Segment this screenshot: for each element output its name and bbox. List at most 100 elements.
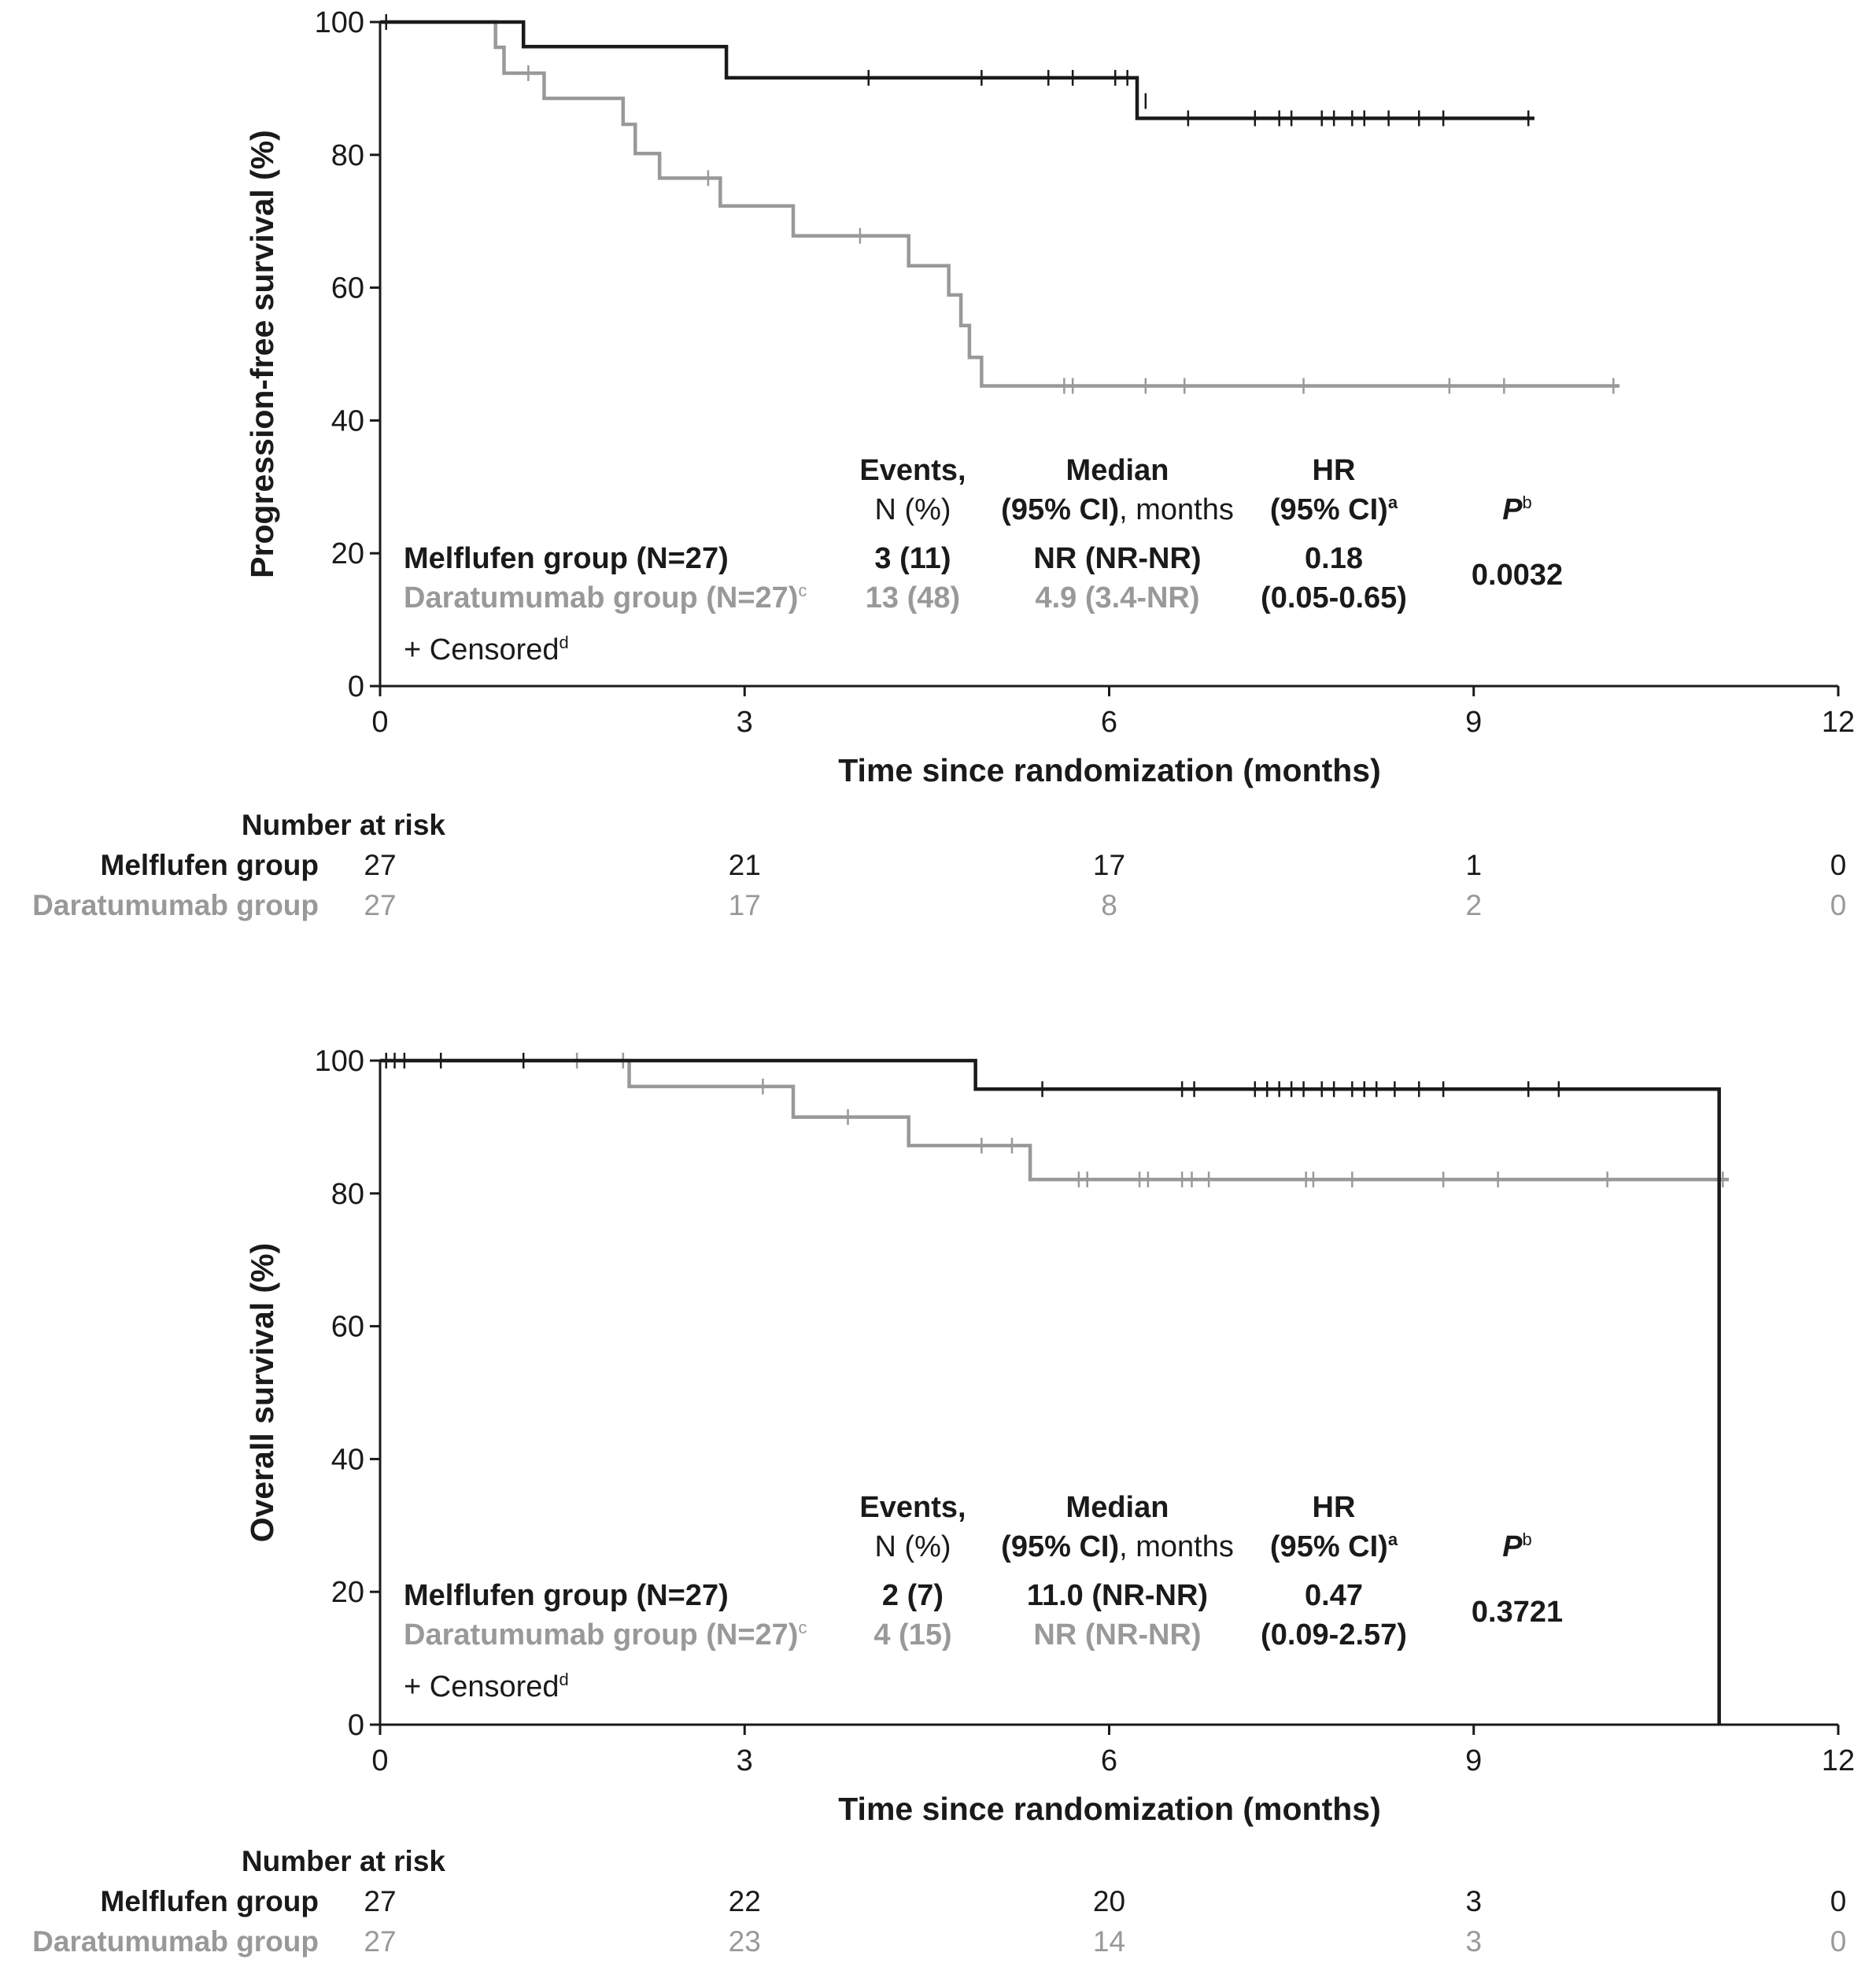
row-daratumumab-hr: (0.05-0.65) — [1261, 581, 1407, 614]
risk-value: 3 — [1465, 1885, 1482, 1917]
col-events-header: Events, — [859, 1491, 966, 1524]
os-y-axis-title: Overall survival (%) — [244, 1243, 280, 1543]
x-tick-label: 9 — [1465, 706, 1482, 739]
y-tick-label: 20 — [331, 1576, 364, 1609]
row-melflufen-hr: 0.47 — [1305, 1579, 1363, 1612]
censored-legend: + Censoredd — [404, 633, 569, 666]
row-melflufen-group: Melflufen group (N=27) — [404, 1579, 729, 1612]
x-tick-label: 0 — [371, 706, 388, 739]
row-daratumumab-sup: c — [798, 581, 807, 600]
km-curve-daratumumab-group — [380, 1058, 1730, 1182]
row-daratumumab-hr: (0.09-2.57) — [1261, 1618, 1407, 1651]
row-melflufen-events: 2 (7) — [882, 1579, 944, 1612]
risk-title: Number at risk — [242, 809, 446, 841]
risk-value: 17 — [729, 889, 761, 921]
x-tick-label: 9 — [1465, 1744, 1482, 1777]
col-median-subheader: (95% CI), months — [1001, 493, 1234, 526]
os-number-at-risk: Number at risk Melflufen group Daratumum… — [32, 1845, 1846, 1958]
col-p-header: Pb — [1502, 1530, 1532, 1563]
pfs-number-at-risk: Number at risk Melflufen group Daratumum… — [32, 809, 1846, 921]
col-events-subheader: N (%) — [874, 1530, 951, 1563]
row-melflufen-group: Melflufen group (N=27) — [404, 542, 729, 575]
col-hr-subheader: (95% CI)a — [1270, 1530, 1398, 1563]
risk-value: 22 — [729, 1885, 761, 1917]
col-p-letter: P — [1502, 1530, 1523, 1563]
col-p-header: Pb — [1502, 493, 1532, 526]
x-tick-label: 3 — [737, 706, 753, 739]
x-tick-label: 0 — [371, 1744, 388, 1777]
risk-value: 27 — [364, 889, 396, 921]
col-p-sup: b — [1523, 493, 1532, 512]
row-daratumumab-group-label: Daratumumab group (N=27) — [404, 1618, 798, 1651]
row-daratumumab-events: 13 (48) — [866, 581, 960, 614]
row-melflufen-hr: 0.18 — [1305, 542, 1363, 575]
pfs-y-axis-title: Progression-free survival (%) — [244, 130, 280, 578]
row-melflufen-median: 11.0 (NR-NR) — [1027, 1579, 1208, 1612]
risk-row-melflufen-label: Melflufen group — [101, 1885, 319, 1917]
y-tick-label: 60 — [331, 1311, 364, 1344]
risk-value: 27 — [364, 1925, 396, 1958]
col-hr-header: HR — [1313, 1491, 1356, 1524]
col-events-header: Events, — [859, 454, 966, 487]
risk-value: 3 — [1465, 1925, 1482, 1958]
row-daratumumab-median: 4.9 (3.4-NR) — [1035, 581, 1199, 614]
censored-legend: + Censoredd — [404, 1670, 569, 1703]
y-tick-label: 20 — [331, 537, 364, 570]
col-hr-sup: a — [1388, 493, 1398, 512]
col-median-ci: (95% CI) — [1001, 493, 1119, 526]
y-tick-label: 60 — [331, 272, 364, 305]
risk-title: Number at risk — [242, 1845, 446, 1877]
pfs-x-axis-title: Time since randomization (months) — [838, 752, 1381, 788]
col-p-letter: P — [1502, 493, 1523, 526]
x-tick-label: 12 — [1822, 706, 1855, 739]
risk-value: 21 — [729, 849, 761, 881]
x-tick-label: 6 — [1101, 1744, 1117, 1777]
y-tick-label: 0 — [348, 1709, 364, 1742]
os-panel: 0 20 40 60 80 100 0 3 6 9 12 Time since randomizat… — [32, 1045, 1855, 1958]
risk-value: 20 — [1093, 1885, 1125, 1917]
col-hr-ci: (95% CI) — [1270, 493, 1388, 526]
row-daratumumab-sup: c — [798, 1618, 807, 1637]
col-hr-sup: a — [1388, 1530, 1398, 1549]
censored-legend-sup: d — [559, 633, 569, 652]
row-daratumumab-group-label: Daratumumab group (N=27) — [404, 581, 798, 614]
row-melflufen-median: NR (NR-NR) — [1033, 542, 1201, 575]
col-median-unit: , months — [1119, 1530, 1234, 1563]
y-tick-label: 100 — [315, 6, 364, 39]
col-hr-ci: (95% CI) — [1270, 1530, 1388, 1563]
row-daratumumab-group: Daratumumab group (N=27)c — [404, 581, 807, 614]
x-tick-label: 6 — [1101, 706, 1117, 739]
x-tick-label: 3 — [737, 1744, 753, 1777]
km-curve-melflufen-group — [380, 20, 1534, 120]
km-curve-daratumumab-group — [380, 20, 1620, 388]
os-x-axis-title: Time since randomization (months) — [838, 1791, 1381, 1827]
risk-value: 0 — [1830, 849, 1847, 881]
risk-row-daratumumab-label: Daratumumab group — [32, 889, 319, 921]
risk-value: 0 — [1830, 889, 1847, 921]
censored-legend-sup: d — [559, 1670, 569, 1689]
x-tick-label: 12 — [1822, 1744, 1855, 1777]
risk-value: 14 — [1093, 1925, 1125, 1958]
risk-row-melflufen-label: Melflufen group — [101, 849, 319, 881]
col-events-subheader: N (%) — [874, 493, 951, 526]
col-hr-header: HR — [1313, 454, 1356, 487]
risk-row-daratumumab-label: Daratumumab group — [32, 1925, 319, 1958]
y-tick-label: 100 — [315, 1045, 364, 1078]
censored-legend-label: + Censored — [404, 633, 559, 666]
row-daratumumab-events: 4 (15) — [873, 1618, 951, 1651]
risk-value: 17 — [1093, 849, 1125, 881]
risk-value: 1 — [1465, 849, 1482, 881]
col-p-sup: b — [1523, 1530, 1532, 1549]
y-tick-label: 80 — [331, 139, 364, 172]
risk-value: 27 — [364, 849, 396, 881]
row-daratumumab-group: Daratumumab group (N=27)c — [404, 1618, 807, 1651]
p-value: 0.0032 — [1472, 559, 1563, 592]
risk-value: 0 — [1830, 1885, 1847, 1917]
y-tick-label: 0 — [348, 670, 364, 703]
risk-value: 0 — [1830, 1925, 1847, 1958]
censored-legend-label: + Censored — [404, 1670, 559, 1703]
col-median-header: Median — [1066, 1491, 1169, 1524]
risk-value: 23 — [729, 1925, 761, 1958]
